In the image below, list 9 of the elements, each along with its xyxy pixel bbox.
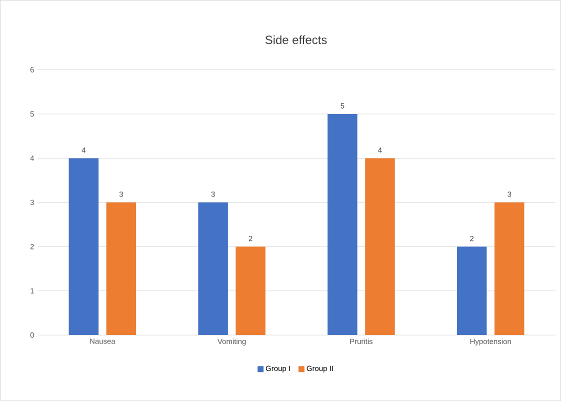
bar	[236, 246, 266, 336]
bar	[456, 246, 487, 336]
bar	[365, 158, 395, 336]
chart-title: Side effects	[265, 35, 327, 44]
bar	[106, 202, 136, 336]
bar	[328, 114, 358, 336]
bar	[68, 158, 99, 336]
bar	[494, 202, 524, 336]
bar	[198, 202, 228, 336]
